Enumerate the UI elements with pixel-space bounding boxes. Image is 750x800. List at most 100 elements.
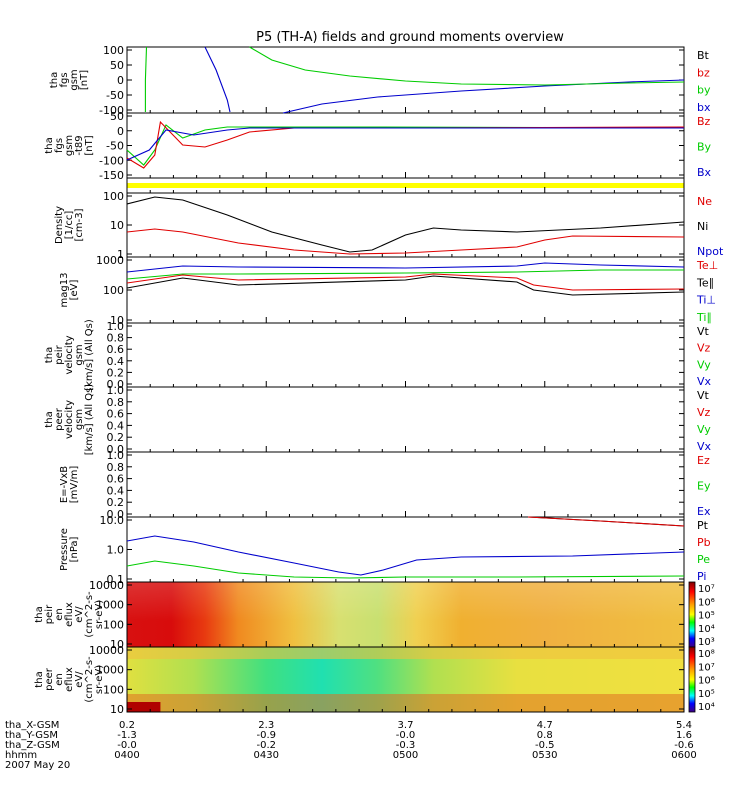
colorbar-scale (688, 581, 696, 648)
legend-entry: Bt (697, 49, 710, 62)
colorbar-tick-label: 10⁷ (698, 584, 715, 595)
x-axis-value: 0430 (254, 750, 279, 761)
panel-1: 100 50 0 -50 -100 tha fgs gsm [nT] Bt bz by bx (49, 44, 711, 117)
y-axis-label: velocity (64, 400, 75, 439)
x-axis-value: 3.7 (398, 720, 414, 731)
y-tick-label: 10.0 (100, 514, 125, 527)
panel-frame (126, 322, 685, 388)
legend-entry: By (697, 141, 712, 154)
panel-2: 50 0 -50-100 -150 tha fgs gsm -t89 [nT] Bz By Bx (44, 110, 712, 182)
y-tick-label: 50 (110, 110, 124, 123)
y-axis-label: -t89 (74, 135, 85, 155)
y-axis-label: [km/s] (All Qs) (84, 319, 95, 391)
legend-entry: Ey (697, 480, 711, 493)
y-axis-label: (cm^2-s- (84, 591, 95, 638)
y-tick-label: 0.6 (107, 473, 125, 486)
y-tick-label: -100 (99, 154, 124, 167)
y-axis-label: en (54, 673, 65, 686)
ion-spectrogram-shade (127, 582, 684, 647)
legend-entry: Vt (697, 325, 710, 338)
colorbar-tick-label: 10⁵ (698, 611, 715, 622)
y-tick-label: 0.6 (107, 343, 125, 356)
series-Bx (126, 127, 684, 161)
legend-entry: Pe (697, 553, 710, 566)
series-Te-perp (126, 273, 685, 291)
legend-entry: Ti∥ (696, 311, 712, 324)
colorbar-tick-label: 10³ (698, 637, 715, 648)
y-axis-label: eflux (64, 667, 75, 692)
legend-entry: Pi (697, 570, 706, 583)
y-axis-label: [nPa] (69, 536, 80, 562)
y-tick-label: 0.6 (107, 408, 125, 421)
y-tick-label: 0.1 (107, 573, 125, 586)
panel-8: 1.00.80.60.40.20.0 E=-VxB [mV/m] Ez Ey Ex (59, 449, 711, 521)
colorbar-tick-label: 10⁷ (698, 662, 715, 673)
y-axis-label: [nT] (79, 70, 90, 90)
legend-entry: bz (697, 66, 710, 79)
y-axis-label: tha (44, 347, 55, 363)
y-axis-label: velocity (64, 335, 75, 374)
series-Pe (126, 560, 685, 579)
x-axis-value: 0400 (114, 750, 139, 761)
x-axis-value: -0.0 (396, 730, 416, 741)
y-axis-label: sr-eV) (94, 600, 105, 629)
legend-entry: Bx (697, 166, 712, 179)
legend-entry: Ex (697, 505, 711, 518)
series-by-spike (144, 46, 148, 112)
panel-frame (126, 451, 685, 518)
y-tick-label: 1.0 (107, 449, 125, 462)
y-axis-label: [eV] (69, 280, 80, 301)
panel-3 (126, 177, 685, 194)
x-axis-value: -1.3 (117, 730, 137, 741)
y-tick-label: 1000 (96, 599, 124, 612)
y-tick-label: 1 (117, 248, 124, 261)
y-tick-label: 0 (117, 125, 124, 138)
series-Te-par (126, 275, 685, 296)
y-tick-label: 0.4 (107, 484, 125, 497)
y-axis-label: gsm (74, 409, 85, 430)
chart-title: P5 (TH-A) fields and ground moments over… (256, 30, 564, 45)
y-axis-label: mag13 (59, 273, 70, 308)
x-axis-value: -0.3 (396, 740, 416, 751)
x-axis-row-label: tha_Z-GSM (5, 740, 60, 751)
colorbar-1: 10⁷ 10⁶ 10⁵ 10⁴ 10³ (688, 581, 715, 648)
series-Pi (126, 535, 685, 576)
legend-entry: Vt (697, 389, 710, 402)
y-axis-label: [nT] (84, 135, 95, 155)
electron-spectrogram-low-red (127, 702, 161, 712)
series-bx-return (282, 79, 685, 114)
panel-5: 1000 100 10 mag13 [eV] Te⊥ Te∥ Ti⊥ Ti∥ (59, 254, 718, 327)
colorbar-tick-label: 10⁴ (698, 702, 715, 713)
colorbar-tick-label: 10⁸ (698, 649, 715, 660)
y-tick-label: 0.2 (107, 496, 125, 509)
y-axis-label: fgs (54, 138, 65, 153)
x-axis-value: 0600 (671, 750, 696, 761)
y-axis-label: tha (34, 606, 45, 622)
y-axis-label: eV/ (74, 671, 85, 688)
x-axis-value: 5.4 (676, 720, 692, 731)
y-tick-label: 0.0 (107, 443, 125, 456)
panel-frame (126, 386, 685, 453)
panel-10: 10000 1000 100 10 tha peir en eflux eV/(cm^2-s-s… (34, 579, 685, 651)
legend-entry: Pb (697, 536, 711, 549)
x-axis-value: 4.7 (537, 720, 553, 731)
y-tick-label: 0.2 (107, 431, 125, 444)
electron-spectrogram-top (127, 647, 684, 659)
y-axis-label: [1/cc] (64, 211, 75, 240)
y-axis-label: peir (44, 604, 55, 624)
y-axis-label: [km/s] (All Qs) (84, 384, 95, 456)
y-axis-label: gsm (69, 69, 80, 90)
y-axis-label: [cm-3] (74, 208, 85, 241)
series-Ni (126, 196, 685, 253)
y-axis-label: Density (54, 206, 65, 244)
y-tick-label: 100 (103, 618, 124, 631)
series-Ti-par (126, 269, 684, 280)
y-tick-label: 0.4 (107, 419, 125, 432)
y-axis-label: peer (54, 407, 65, 431)
colorbar-2: 10⁸ 10⁷ 10⁶ 10⁵ 10⁴ (688, 646, 715, 713)
y-axis-label: fgs (59, 72, 70, 87)
y-tick-label: 10 (110, 314, 124, 327)
colorbar-tick-label: 10⁶ (698, 676, 715, 687)
y-tick-label: 0.8 (107, 396, 125, 409)
x-axis-row-label: hhmm (5, 750, 37, 761)
